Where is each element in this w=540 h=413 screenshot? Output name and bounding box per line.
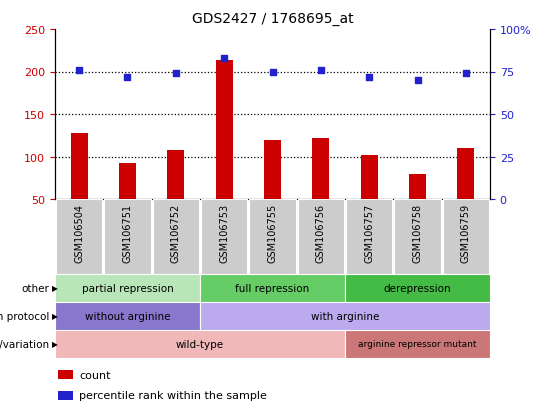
Point	[75, 67, 84, 74]
FancyBboxPatch shape	[55, 302, 200, 330]
Title: GDS2427 / 1768695_at: GDS2427 / 1768695_at	[192, 12, 353, 26]
Point	[220, 55, 228, 62]
Text: arginine repressor mutant: arginine repressor mutant	[358, 339, 477, 349]
Bar	[264, 140, 281, 199]
Point	[462, 71, 470, 77]
FancyBboxPatch shape	[200, 302, 490, 330]
Text: count: count	[79, 370, 111, 380]
Text: wild-type: wild-type	[176, 339, 224, 349]
Point	[413, 78, 422, 84]
FancyBboxPatch shape	[394, 199, 441, 274]
Bar	[312, 138, 329, 199]
FancyBboxPatch shape	[443, 199, 489, 274]
Point	[172, 71, 180, 77]
Text: GSM106759: GSM106759	[461, 203, 471, 262]
Text: percentile rank within the sample: percentile rank within the sample	[79, 390, 267, 400]
Text: ▶: ▶	[52, 312, 58, 321]
FancyBboxPatch shape	[345, 330, 490, 358]
Text: genotype/variation: genotype/variation	[0, 339, 50, 349]
Point	[268, 69, 277, 76]
Text: full repression: full repression	[235, 283, 309, 293]
FancyBboxPatch shape	[56, 199, 103, 274]
Bar	[58, 370, 73, 380]
FancyBboxPatch shape	[55, 274, 200, 302]
FancyBboxPatch shape	[104, 199, 151, 274]
Text: GSM106753: GSM106753	[219, 203, 229, 262]
Bar	[409, 174, 426, 199]
FancyBboxPatch shape	[346, 199, 393, 274]
Bar	[71, 133, 87, 199]
FancyBboxPatch shape	[249, 199, 296, 274]
Point	[123, 74, 132, 81]
Point	[365, 74, 374, 81]
Text: other: other	[22, 283, 50, 293]
Text: ▶: ▶	[52, 339, 58, 349]
Bar	[215, 61, 233, 199]
Text: GSM106756: GSM106756	[316, 203, 326, 262]
Bar	[58, 391, 73, 400]
Text: without arginine: without arginine	[85, 311, 170, 321]
FancyBboxPatch shape	[298, 199, 344, 274]
Text: GSM106504: GSM106504	[74, 203, 84, 262]
Text: growth protocol: growth protocol	[0, 311, 50, 321]
FancyBboxPatch shape	[55, 330, 345, 358]
Text: ▶: ▶	[52, 284, 58, 293]
Bar	[119, 164, 136, 199]
Bar	[361, 155, 377, 199]
Bar	[457, 149, 474, 199]
Bar	[167, 150, 184, 199]
Text: partial repression: partial repression	[82, 283, 173, 293]
Point	[316, 67, 325, 74]
Text: GSM106752: GSM106752	[171, 203, 181, 262]
Text: derepression: derepression	[384, 283, 451, 293]
FancyBboxPatch shape	[345, 274, 490, 302]
Text: GSM106751: GSM106751	[123, 203, 132, 262]
FancyBboxPatch shape	[153, 199, 199, 274]
Text: GSM106758: GSM106758	[413, 203, 422, 262]
Text: GSM106757: GSM106757	[364, 203, 374, 262]
Text: with arginine: with arginine	[311, 311, 379, 321]
FancyBboxPatch shape	[201, 199, 247, 274]
FancyBboxPatch shape	[200, 274, 345, 302]
Text: GSM106755: GSM106755	[267, 203, 278, 262]
